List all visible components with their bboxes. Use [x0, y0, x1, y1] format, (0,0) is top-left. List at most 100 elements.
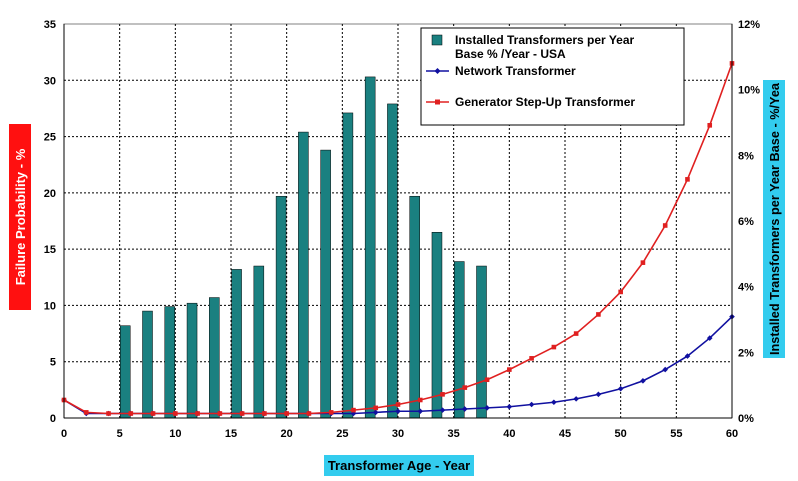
series-point — [684, 353, 691, 359]
series-point — [106, 411, 111, 416]
y-left-tick-label: 10 — [44, 300, 56, 312]
x-tick-label: 5 — [117, 428, 123, 440]
series-point — [284, 411, 289, 416]
x-tick-label: 60 — [726, 428, 738, 440]
series-point — [551, 344, 557, 350]
series-point — [239, 411, 245, 416]
legend-network-marker — [434, 68, 441, 74]
x-tick-label: 25 — [336, 428, 348, 440]
bar — [231, 269, 242, 419]
legend-box — [420, 27, 685, 126]
series-point — [617, 385, 624, 392]
series-point — [440, 392, 445, 397]
bar — [298, 131, 309, 419]
series-point — [417, 408, 424, 415]
series-point — [529, 356, 534, 361]
y-right-tick-label: 0% — [738, 413, 754, 425]
y-left-tick-labels: 0 5 10 15 20 25 30 35 — [44, 19, 56, 425]
series-point — [351, 407, 356, 413]
series-point — [372, 409, 379, 416]
bar — [431, 232, 443, 419]
y-left-tick-label: 25 — [44, 132, 56, 144]
x-tick-label: 20 — [281, 428, 293, 440]
series-point — [417, 397, 423, 403]
series-point — [640, 260, 646, 265]
bar — [364, 76, 376, 419]
y-left-tick-label: 20 — [44, 188, 56, 200]
legend-bar-label-line2: Base % /Year - USA — [455, 47, 566, 61]
y-right-tick-labels: 0% 2% 4% 6% 8% 10% 12% — [738, 19, 760, 425]
bar — [342, 112, 354, 419]
series-point — [596, 312, 601, 317]
x-tick-label: 50 — [615, 428, 627, 440]
y-left-axis-title-box — [9, 124, 31, 310]
series-point — [507, 367, 512, 372]
series-point — [484, 377, 490, 383]
x-tick-label: 15 — [225, 428, 237, 440]
bar — [142, 310, 153, 419]
x-tick-label: 55 — [670, 428, 682, 440]
bar — [164, 306, 176, 419]
bar — [387, 103, 398, 419]
series-point — [373, 405, 379, 411]
series-point — [462, 406, 468, 412]
series-point — [506, 403, 513, 410]
y-right-axis-title-box — [763, 80, 785, 358]
y-right-tick-label: 4% — [738, 282, 754, 294]
bar — [476, 265, 487, 419]
legend-bar-swatch — [431, 34, 443, 46]
series-point — [707, 123, 713, 128]
series-point — [573, 331, 579, 336]
series-point — [484, 405, 490, 411]
x-tick-label: 35 — [448, 428, 460, 440]
legend-gsu-marker — [435, 99, 440, 105]
series-point — [395, 408, 401, 415]
bar — [209, 297, 220, 419]
series-point — [662, 223, 668, 228]
series-point — [262, 411, 267, 416]
y-right-axis-title: Installed Transformers per Year Base - %… — [763, 80, 785, 358]
y-left-tick-label: 5 — [50, 357, 56, 369]
bar — [119, 325, 131, 419]
x-tick-label: 0 — [61, 428, 67, 440]
y-left-axis-title-text: Failure Probability - % — [13, 148, 28, 285]
series-point — [595, 391, 602, 398]
y-right-tick-label: 12% — [738, 19, 760, 31]
y-left-tick-label: 15 — [44, 244, 56, 256]
y-right-tick-label: 6% — [738, 216, 754, 228]
series-point — [439, 407, 446, 413]
series-point — [195, 411, 200, 416]
x-tick-labels: 0 5 10 15 20 25 30 35 40 45 50 55 60 — [61, 428, 738, 440]
y-right-tick-label: 2% — [738, 347, 754, 359]
x-tick-label: 45 — [559, 428, 571, 440]
series-point — [150, 411, 156, 416]
bar — [409, 195, 420, 419]
legend-gsu-label: Generator Step-Up Transformer — [455, 95, 635, 109]
x-axis-title: Transformer Age - Year — [324, 455, 474, 476]
series-point — [395, 402, 401, 407]
y-left-tick-label: 0 — [50, 413, 56, 425]
series-point — [528, 401, 535, 408]
series-point — [173, 411, 178, 416]
x-tick-label: 10 — [169, 428, 181, 440]
y-left-tick-label: 35 — [44, 19, 56, 31]
y-left-axis-title: Failure Probability - % — [9, 124, 31, 310]
x-tick-label: 40 — [503, 428, 515, 440]
series-point — [83, 410, 89, 415]
series-point — [328, 410, 334, 415]
line-series — [61, 61, 735, 417]
x-tick-label: 30 — [392, 428, 404, 440]
bar — [253, 265, 265, 419]
y-left-tick-label: 30 — [44, 75, 56, 87]
series-point — [662, 366, 668, 373]
series-point — [462, 385, 468, 390]
series-point — [217, 411, 223, 416]
series-point — [306, 411, 312, 416]
legend-network-label: Network Transformer — [455, 64, 576, 78]
bar — [320, 149, 331, 419]
bar — [275, 195, 287, 419]
bar — [453, 261, 465, 419]
series-point — [618, 289, 623, 295]
series-point — [685, 177, 690, 182]
